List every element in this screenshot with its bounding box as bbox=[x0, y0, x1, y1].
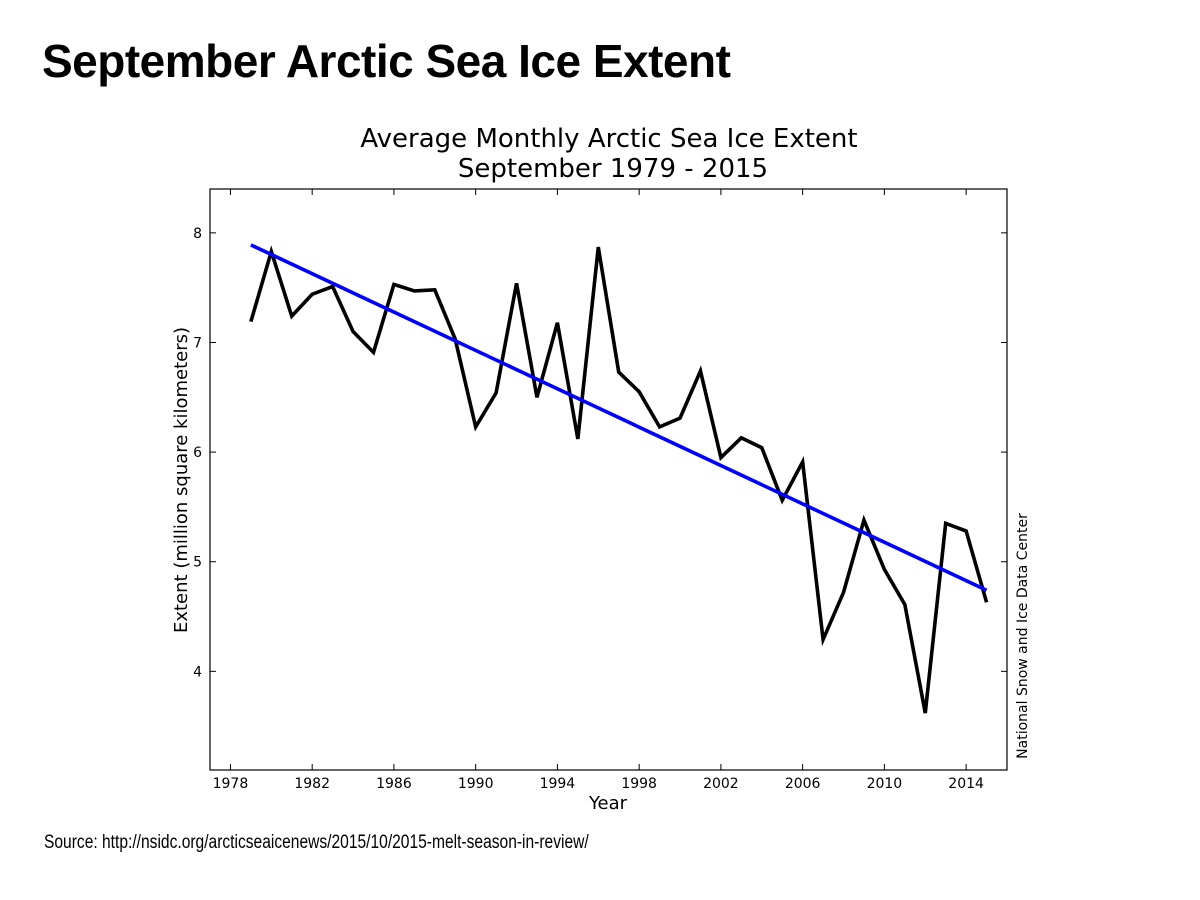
x-tick-label: 2014 bbox=[948, 776, 984, 792]
x-axis-ticks: 1978 1982 1986 1990 1994 1998 2002 2006 2010 2014 bbox=[213, 189, 984, 792]
y-axis-label: Extent (million square kilometers) bbox=[171, 327, 192, 633]
y-axis-ticks: 4 5 6 7 8 bbox=[193, 226, 1007, 680]
y-tick-label: 7 bbox=[193, 335, 202, 351]
y-tick-label: 8 bbox=[193, 226, 202, 242]
source-citation: Source: http://nsidc.org/arcticseaicenew… bbox=[44, 832, 589, 853]
x-tick-label: 1982 bbox=[294, 776, 330, 792]
y-tick-label: 5 bbox=[193, 555, 202, 571]
x-tick-label: 1986 bbox=[376, 776, 412, 792]
chart-title: Average Monthly Arctic Sea Ice Extent bbox=[360, 124, 857, 154]
series-line-observed bbox=[249, 245, 989, 714]
x-tick-label: 2006 bbox=[785, 776, 821, 792]
x-tick-label: 1978 bbox=[213, 776, 249, 792]
chart-subtitle: September 1979 - 2015 bbox=[458, 154, 768, 184]
x-tick-label: 1990 bbox=[458, 776, 494, 792]
x-axis-label: Year bbox=[588, 793, 628, 814]
x-tick-label: 2010 bbox=[867, 776, 903, 792]
x-tick-label: 1998 bbox=[621, 776, 657, 792]
x-tick-label: 1994 bbox=[540, 776, 576, 792]
plot-frame bbox=[209, 188, 1008, 771]
x-tick-label: 2002 bbox=[703, 776, 739, 792]
y-tick-label: 4 bbox=[193, 664, 202, 680]
series-line-trend bbox=[250, 243, 988, 592]
slide-title: September Arctic Sea Ice Extent bbox=[42, 35, 731, 87]
y-tick-label: 6 bbox=[193, 445, 202, 461]
chart-credit: National Snow and Ice Data Center bbox=[1015, 513, 1031, 759]
plot-marks bbox=[249, 243, 989, 714]
